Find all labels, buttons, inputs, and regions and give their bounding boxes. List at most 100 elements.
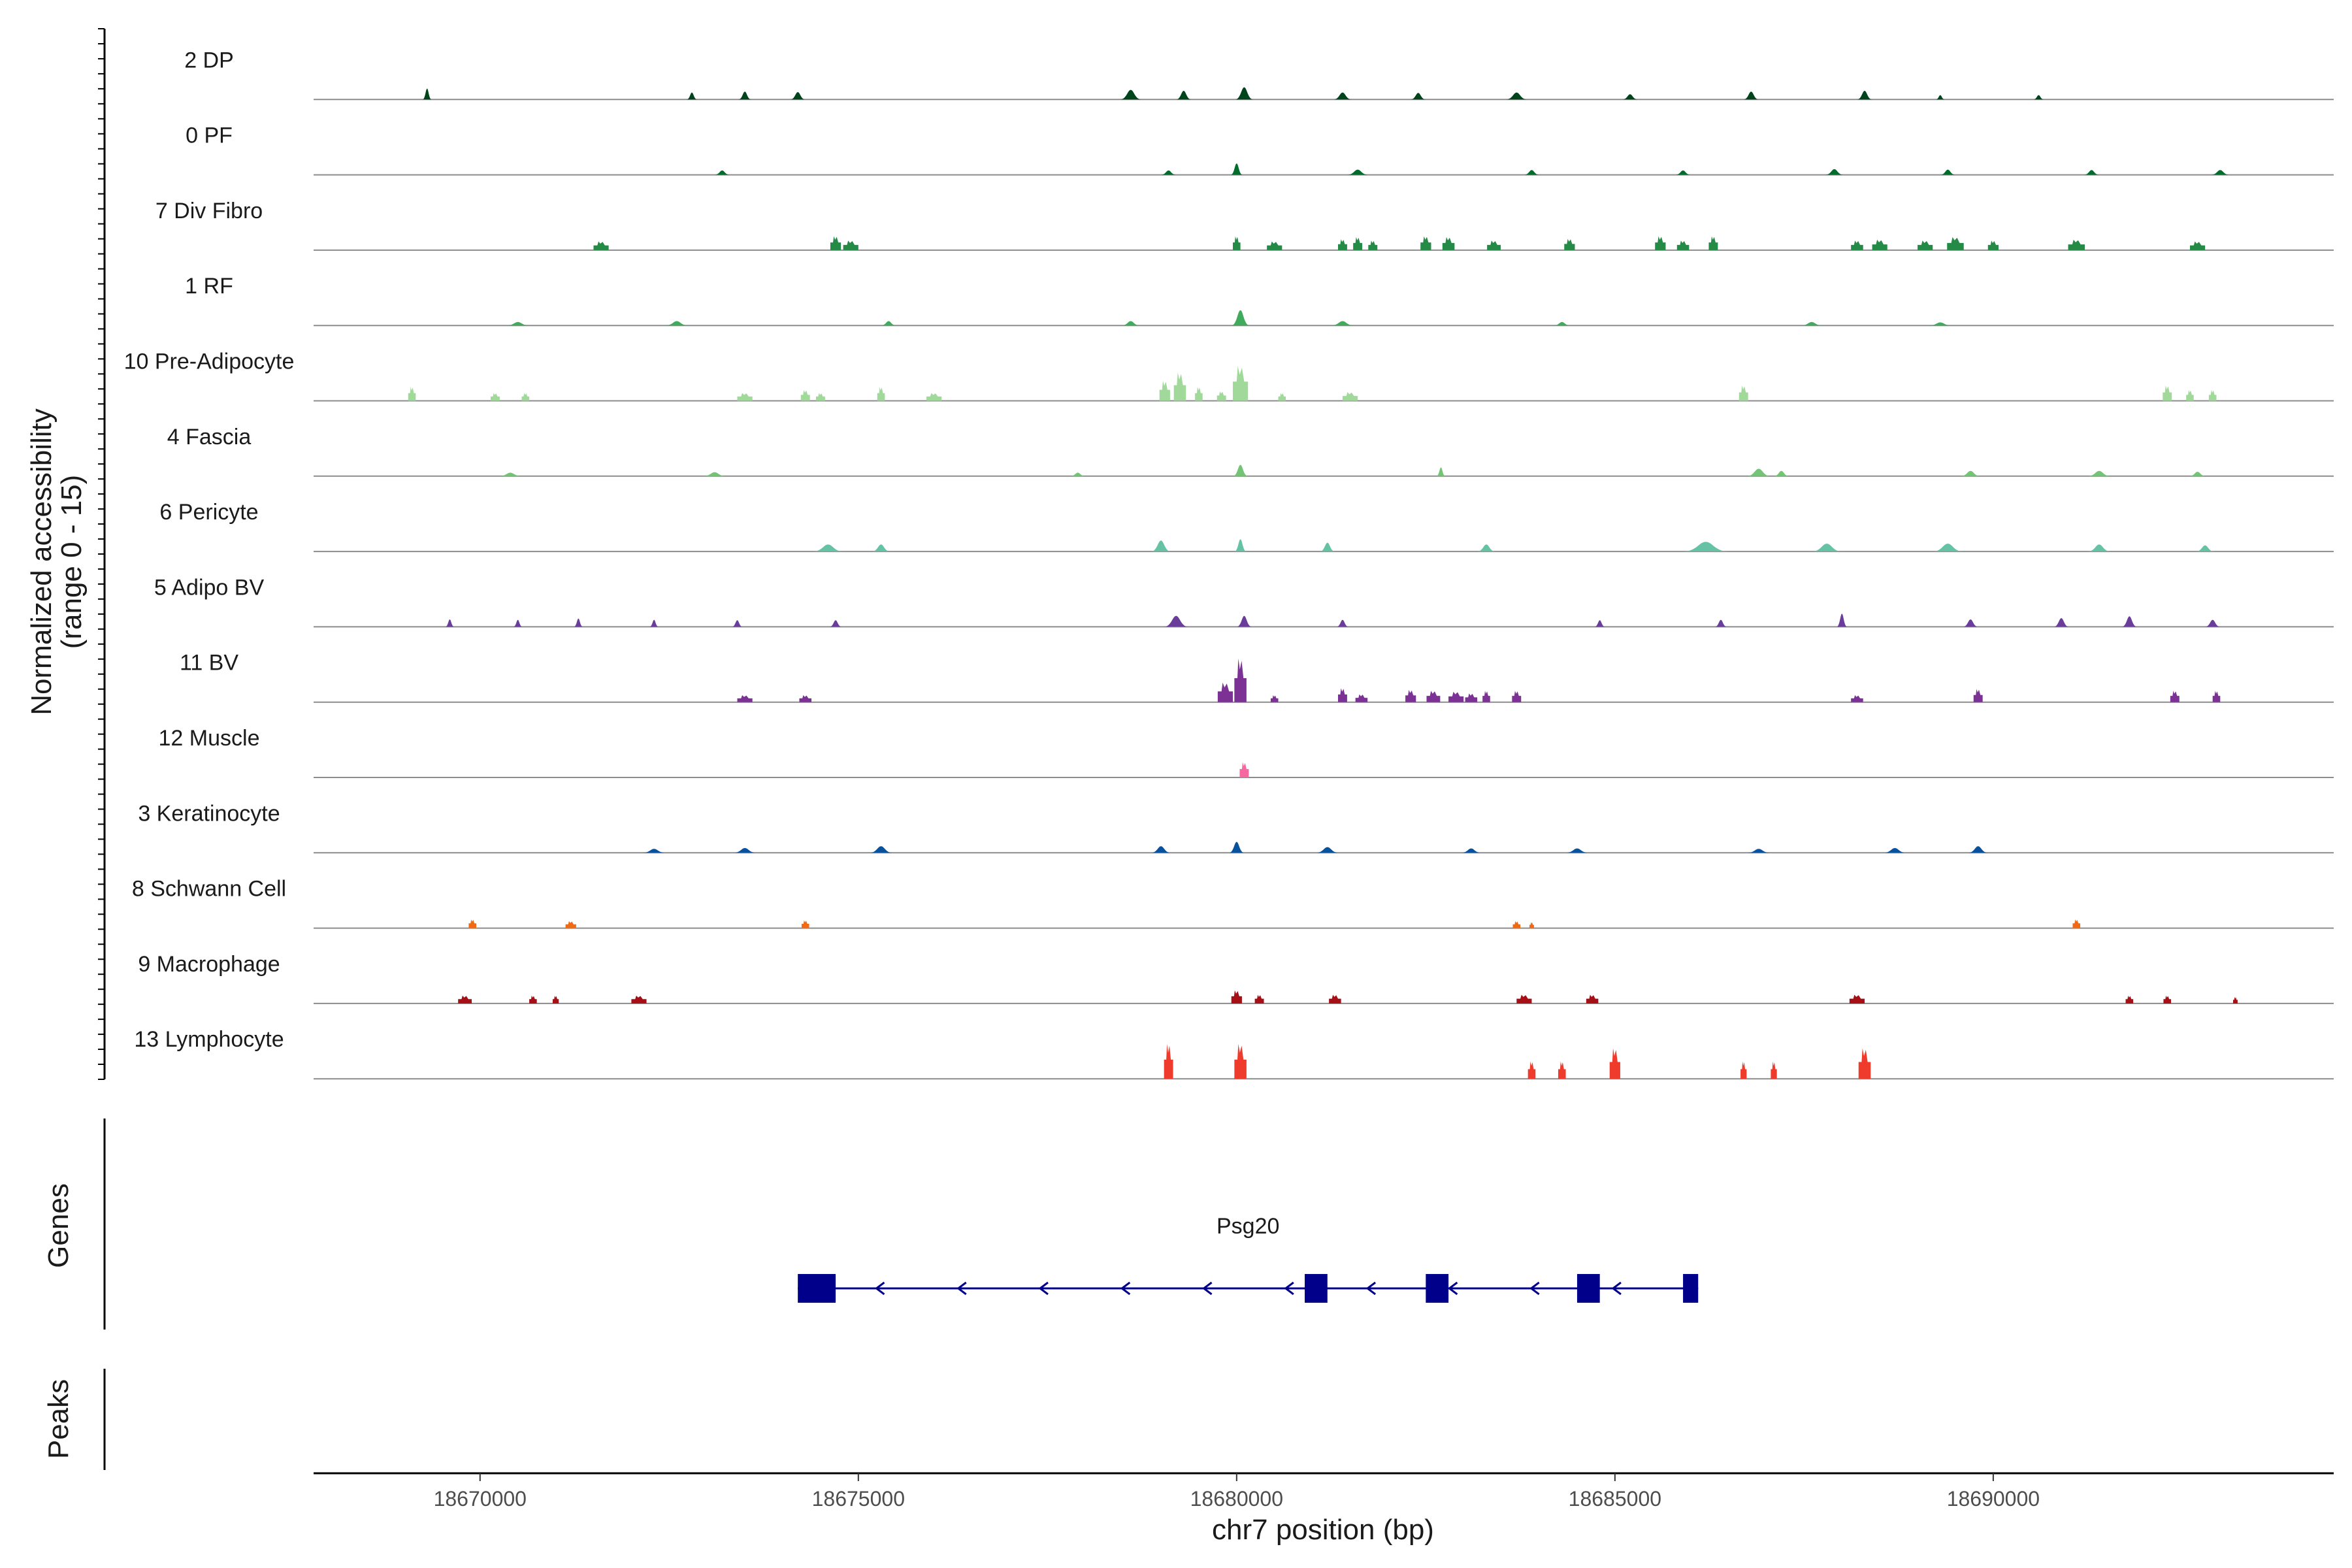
- coverage-peak: [1234, 659, 1247, 702]
- track-label: 6 Pericyte: [159, 500, 258, 525]
- coverage-peak: [1420, 236, 1431, 250]
- coverage-peak: [1164, 1043, 1173, 1079]
- track-label: 3 Keratinocyte: [138, 801, 280, 826]
- coverage-peak: [1336, 619, 1349, 627]
- coverage-peak: [490, 393, 500, 401]
- coverage-peak: [498, 472, 522, 476]
- coverage-peak: [1411, 93, 1426, 100]
- coverage-peak: [1609, 1048, 1620, 1079]
- track-label: 7 Div Fibro: [155, 199, 263, 223]
- x-axis-title: chr7 position (bp): [1212, 1514, 1434, 1546]
- coverage-peak: [732, 620, 743, 627]
- track-8: [314, 613, 2334, 628]
- coverage-peak: [1714, 619, 1727, 627]
- coverage-peak: [631, 995, 647, 1004]
- coverage-peak: [2033, 95, 2044, 100]
- coverage-peak: [506, 321, 530, 326]
- coverage-peak: [1487, 240, 1501, 250]
- coverage-peak: [1347, 169, 1369, 175]
- coverage-peak: [565, 921, 576, 928]
- coverage-peak: [1529, 922, 1534, 928]
- track-13: [314, 990, 2334, 1004]
- coverage-peak: [1254, 994, 1264, 1004]
- x-tick-label: 18690000: [1947, 1487, 2040, 1511]
- coverage-peak: [2208, 389, 2217, 401]
- coverage-peak: [2163, 385, 2172, 401]
- coverage-peak: [1676, 240, 1690, 250]
- coverage-peak: [1426, 691, 1441, 702]
- coverage-peak: [2170, 691, 2180, 702]
- track-10: [314, 762, 2334, 778]
- coverage-peak: [815, 393, 825, 401]
- coverage-peak: [1231, 310, 1250, 326]
- coverage-peak: [1940, 169, 1955, 175]
- coverage-peak: [2087, 470, 2111, 476]
- coverage-peak: [1512, 921, 1521, 928]
- coverage-peak: [1918, 240, 1933, 250]
- coverage-peak: [1743, 91, 1759, 100]
- track-label: 9 Macrophage: [138, 952, 280, 977]
- coverage-peak: [1482, 691, 1490, 702]
- strand-arrow: [1038, 1281, 1049, 1296]
- coverage-peak: [1524, 170, 1540, 175]
- coverage-peak: [1675, 170, 1691, 175]
- coverage-peak: [1883, 847, 1906, 853]
- coverage-peak: [830, 236, 841, 250]
- coverage-peak: [1506, 92, 1527, 100]
- coverage-peak: [1963, 619, 1978, 627]
- coverage-peak: [2121, 616, 2137, 627]
- coverage-peak: [1233, 366, 1249, 401]
- coverage-peak: [1622, 94, 1638, 100]
- coverage-peak: [1746, 468, 1771, 476]
- coverage-peak: [1173, 372, 1186, 401]
- coverage-peak: [1594, 620, 1605, 627]
- coverage-peak: [1120, 90, 1141, 100]
- gene-exon: [1576, 1274, 1600, 1303]
- gene-exon: [798, 1274, 836, 1303]
- gene-exon: [1683, 1274, 1699, 1303]
- coverage-peak: [1872, 239, 1887, 250]
- coverage-peak: [422, 88, 432, 100]
- coverage-peak: [1461, 848, 1481, 853]
- coverage-peak: [1217, 391, 1226, 401]
- coverage-peak: [1333, 92, 1352, 100]
- track-3: [314, 236, 2334, 251]
- strand-arrow: [1120, 1281, 1131, 1296]
- coverage-peak: [642, 849, 666, 853]
- coverage-peak: [1961, 470, 1981, 476]
- coverage-peak: [1159, 380, 1170, 401]
- coverage-peak: [1740, 1061, 1747, 1079]
- coverage-peak: [665, 321, 689, 326]
- coverage-peak: [2189, 472, 2206, 476]
- track-4: [314, 310, 2334, 327]
- track-label: 8 Schwann Cell: [132, 877, 286, 902]
- coverage-peak: [1935, 95, 1945, 100]
- coverage-peak: [2211, 170, 2230, 175]
- strand-arrow: [874, 1281, 885, 1296]
- track-labels: 2 DP 0 PF 7 Div Fibro 1 RF 10 Pre-Adipocyte 4…: [124, 48, 295, 1052]
- coverage-peak: [1655, 236, 1666, 250]
- coverage-peak: [1320, 542, 1335, 552]
- track-label: 1 RF: [185, 274, 233, 299]
- strand-arrow: [956, 1281, 967, 1296]
- track-5: [314, 366, 2334, 402]
- y-axis: [98, 28, 106, 1080]
- coverage-peak: [521, 393, 530, 401]
- peaks-panel-title: Peaks: [42, 1379, 74, 1459]
- coverage-peak: [1442, 237, 1455, 250]
- strand-arrow: [1284, 1281, 1294, 1296]
- coverage-peak: [1527, 1061, 1536, 1079]
- coverage-peak: [1231, 990, 1242, 1004]
- coverage-peak: [1987, 240, 1999, 250]
- x-tick-label: 18675000: [812, 1487, 905, 1511]
- coverage-peak: [1217, 682, 1233, 702]
- coverage-peak: [1234, 539, 1247, 552]
- coverage-peak: [1849, 994, 1865, 1004]
- coverage-peak: [1239, 762, 1249, 777]
- coverage-peak: [1405, 690, 1416, 702]
- coverage-peak: [1801, 321, 1823, 326]
- coverage-peak: [1973, 689, 1983, 702]
- strand-arrow: [1529, 1281, 1540, 1296]
- coverage-peak: [574, 618, 583, 627]
